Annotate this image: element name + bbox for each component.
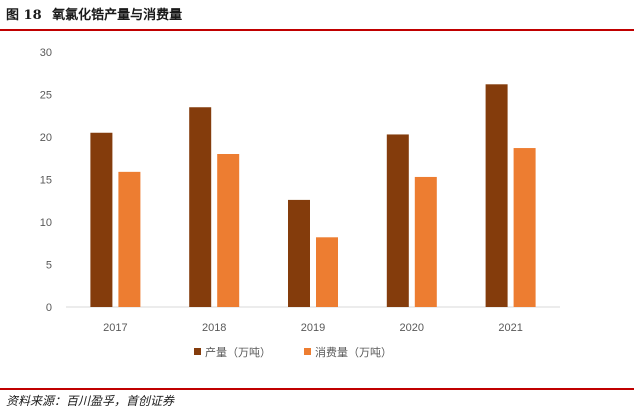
x-tick-label: 2019 — [301, 322, 325, 334]
y-tick-label: 10 — [40, 217, 52, 229]
bar-2-2018 — [217, 154, 240, 307]
bar-chart: 0 5 10 15 20 25 30 2017 2018 2019 2020 2021 产量（万吨） 消费… — [40, 47, 560, 359]
bar-1-2019 — [288, 199, 310, 307]
bar-1-2020 — [386, 134, 409, 307]
y-tick-label: 5 — [46, 260, 52, 272]
bar-2-2019 — [316, 237, 338, 307]
bar-2-2020 — [414, 176, 437, 307]
y-tick-label: 15 — [40, 175, 52, 187]
x-tick-label: 2017 — [103, 322, 127, 334]
legend-label-2: 消费量（万吨） — [315, 345, 392, 359]
footer-divider — [0, 388, 634, 390]
source-note: 资料来源：百川盈孚，首创证券 — [6, 394, 175, 408]
bar-2-2021 — [513, 148, 536, 307]
bar-1-2021 — [485, 84, 508, 307]
x-tick-label: 2018 — [202, 322, 226, 334]
x-tick-label: 2020 — [400, 322, 424, 334]
header-divider — [0, 29, 634, 31]
y-tick-label: 30 — [40, 47, 52, 59]
bar-2-2017 — [118, 171, 141, 307]
legend-swatch-1 — [194, 348, 201, 355]
y-tick-label: 20 — [40, 132, 52, 144]
figure-caption: 图 18 氧氯化锆产量与消费量 — [6, 4, 182, 23]
legend-swatch-2 — [304, 348, 311, 355]
bar-1-2018 — [189, 107, 212, 307]
y-tick-label: 0 — [46, 302, 52, 314]
legend-label-1: 产量（万吨） — [205, 345, 271, 359]
x-tick-label: 2021 — [498, 322, 522, 334]
figure-number: 图 18 — [6, 8, 42, 23]
y-tick-label: 25 — [40, 90, 52, 102]
bar-1-2017 — [90, 132, 113, 307]
chart-title: 氧氯化锆产量与消费量 — [52, 8, 183, 23]
